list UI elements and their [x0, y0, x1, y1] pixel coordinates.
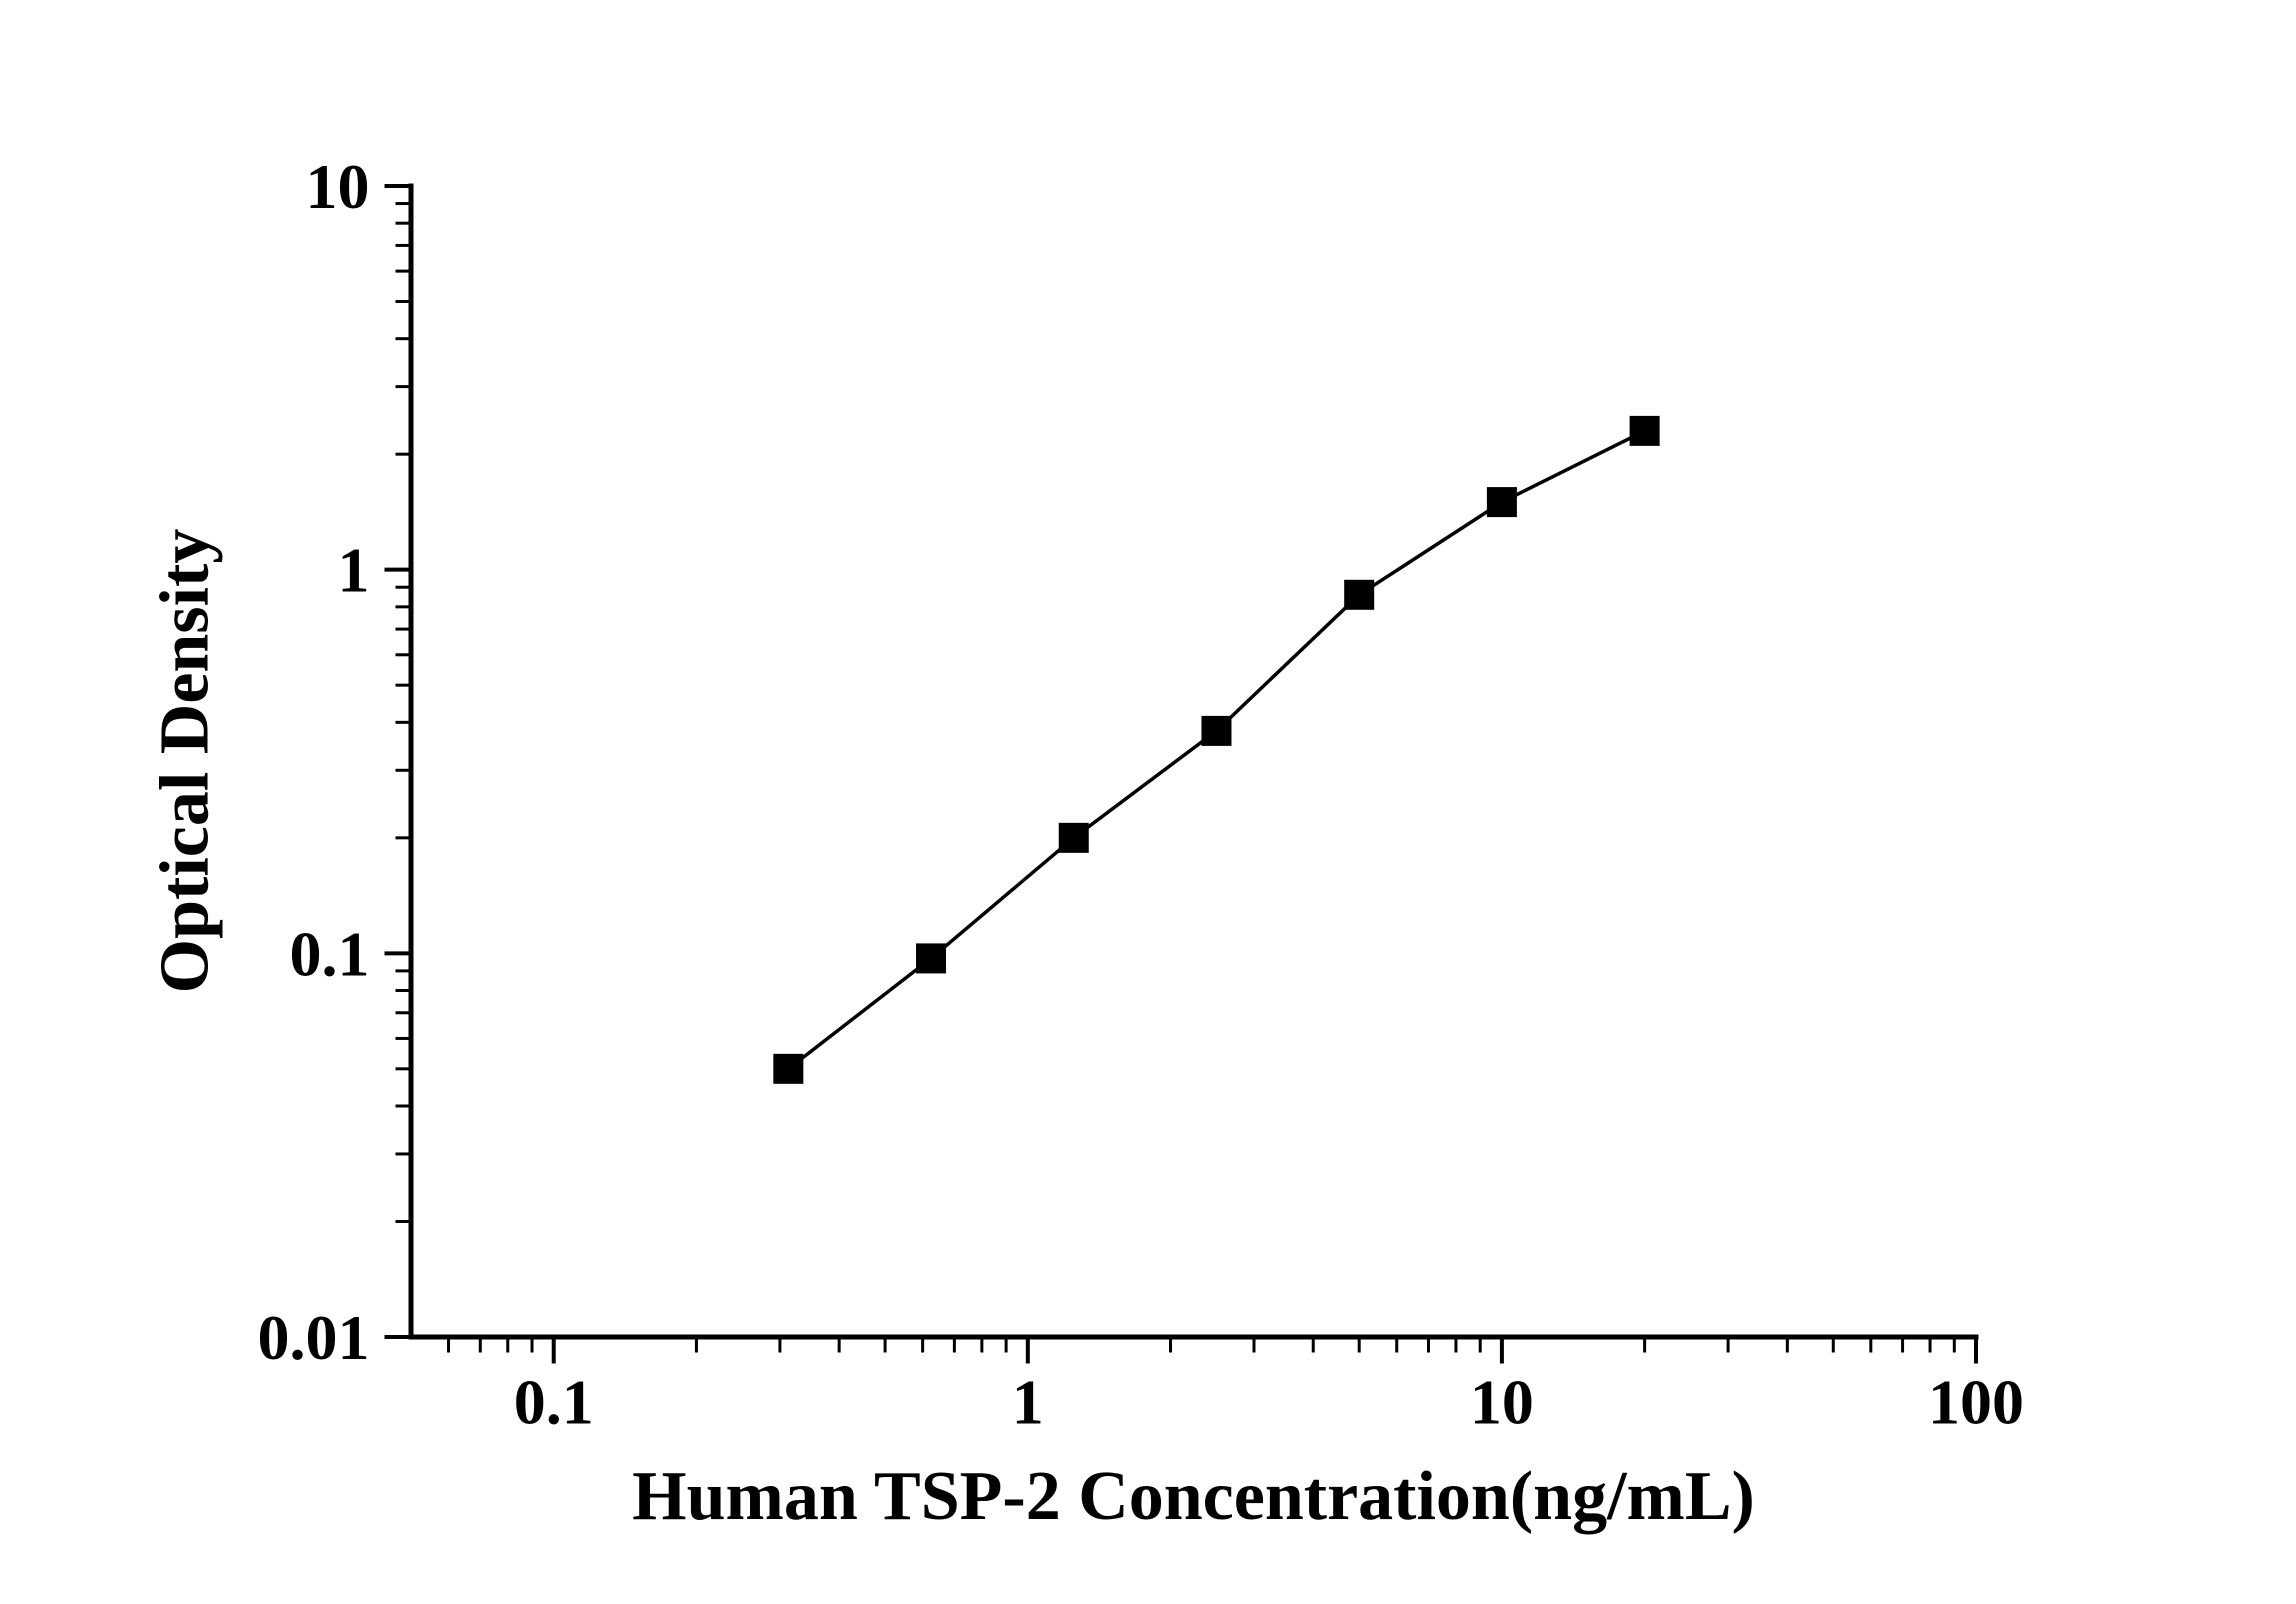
y-tick-label: 0.01: [258, 1302, 370, 1373]
x-axis-title: Human TSP-2 Concentration(ng/mL): [632, 1458, 1755, 1535]
data-point: [916, 943, 947, 974]
data-point: [1629, 415, 1660, 446]
data-point: [1344, 579, 1375, 610]
x-tick-label: 100: [1928, 1367, 2024, 1438]
y-tick-label: 10: [306, 151, 370, 222]
x-tick-label: 1: [1012, 1367, 1044, 1438]
data-point: [1486, 487, 1517, 518]
y-axis-title: Optical Density: [146, 528, 224, 994]
y-tick-label: 1: [338, 535, 370, 606]
data-point: [1058, 822, 1089, 853]
data-point: [773, 1053, 804, 1084]
x-tick-label: 10: [1470, 1367, 1534, 1438]
x-tick-label: 0.1: [514, 1367, 594, 1438]
y-tick-label: 0.1: [290, 918, 370, 989]
data-point: [1201, 715, 1232, 746]
